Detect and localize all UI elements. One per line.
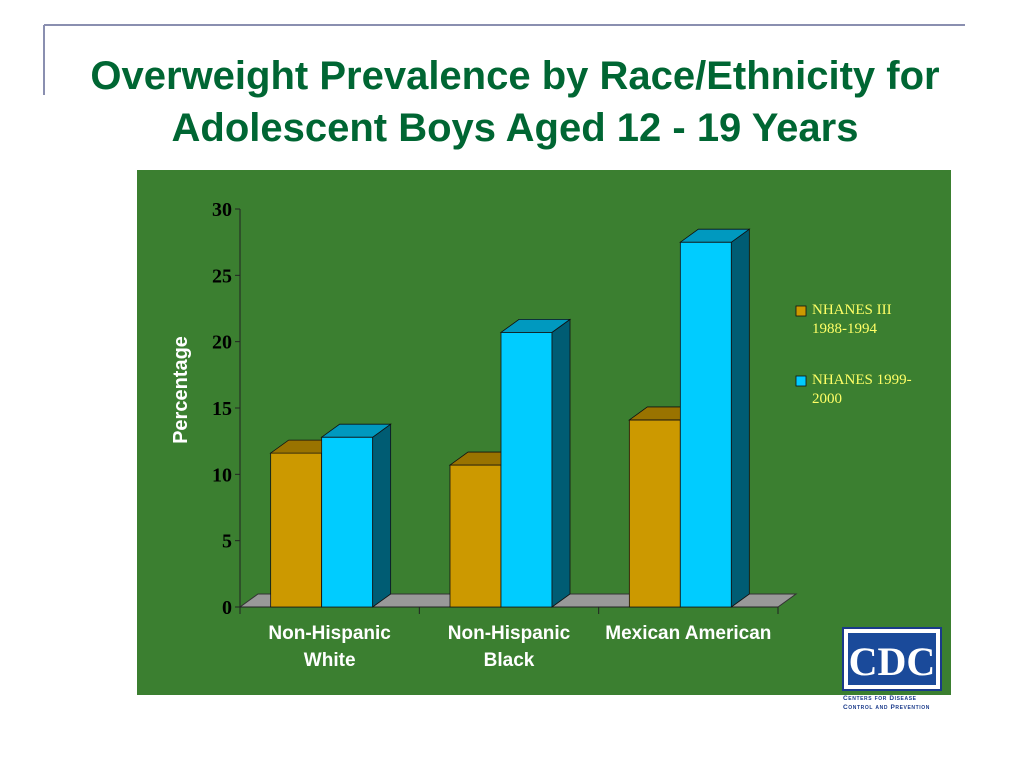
bar-front [270,452,323,608]
bar-front [500,331,553,608]
bar-front [321,436,374,608]
bar-front [449,464,502,608]
y-tick-label: 20 [212,332,232,354]
legend-swatch [795,305,807,317]
bar-side [372,423,392,608]
bar [499,318,572,608]
x-tick-label: Mexican American [605,623,772,644]
bar [679,228,751,608]
bar-front [628,419,681,608]
bar-side [730,228,750,608]
logo-fill [848,633,936,685]
bar-side [551,318,571,608]
logo-text: CDC [849,639,936,684]
bar-top [679,228,751,243]
y-tick-label: 0 [222,597,232,619]
cdc-logo: CDC [842,627,942,691]
y-tick-label: 15 [212,398,232,420]
bar-front [679,241,732,608]
bar-top [320,423,392,438]
x-tick-label: Non-Hispanic White [268,623,391,671]
logo-caption: Control and Prevention [843,704,930,711]
chart-title: Overweight Prevalence by Race/Ethnicity … [90,54,940,150]
bar-top [499,318,572,333]
legend-label: NHANES 1999-2000 [812,372,912,407]
y-tick-label: 30 [212,199,232,221]
bar [320,423,392,608]
x-tick-label: Non-Hispanic Black [447,623,571,671]
legend-swatch [795,375,807,387]
y-axis-label: Percentage [170,336,192,444]
logo-caption: Centers for Disease [843,695,917,702]
y-tick-label: 25 [212,265,232,287]
legend-label: NHANES III 1988-1994 [812,302,892,337]
y-tick-label: 10 [212,464,232,486]
y-tick-label: 5 [222,531,232,553]
